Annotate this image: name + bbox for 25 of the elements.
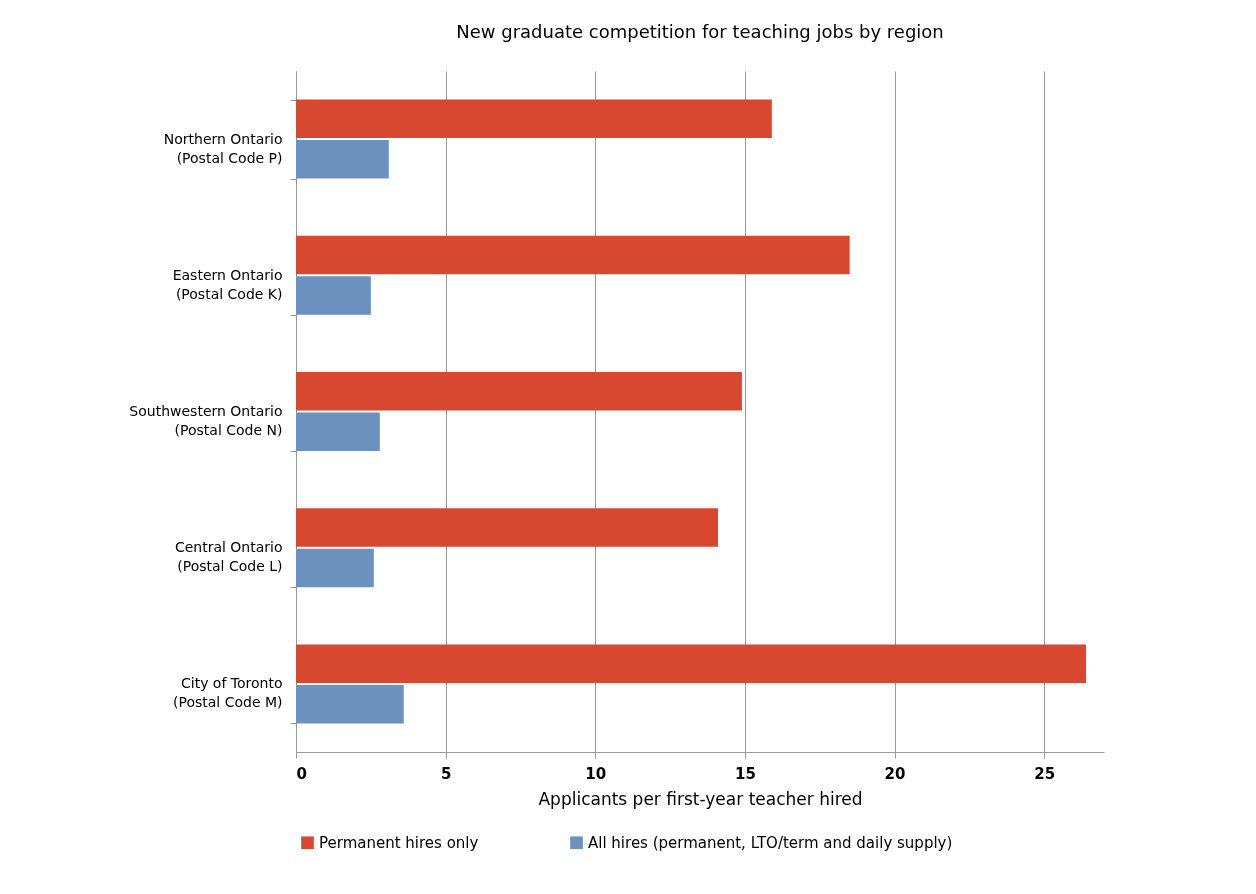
legend-label: All hires (permanent, LTO/term and daily supply)	[588, 833, 953, 852]
x-tick-label: 25	[1034, 764, 1056, 783]
x-tick-label: 20	[884, 764, 906, 783]
bar	[296, 99, 772, 139]
chart-title: New graduate competition for teaching jobs by region	[456, 21, 944, 42]
legend-label: Permanent hires only	[319, 833, 479, 852]
bar	[296, 548, 374, 588]
bar	[296, 140, 389, 179]
y-tick-label: Eastern Ontario (Postal Code K)	[172, 266, 283, 302]
bar	[296, 276, 371, 315]
y-tick-label: Central Ontario (Postal Code L)	[174, 539, 283, 575]
bar	[296, 235, 850, 275]
bar	[296, 684, 404, 724]
x-tick-label: 15	[734, 764, 756, 783]
x-tick-label: 10	[585, 764, 607, 783]
bar	[296, 508, 718, 547]
y-tick-label: Southwestern Ontario (Postal Code N)	[129, 403, 283, 438]
x-tick-label: 5	[440, 764, 452, 783]
bar	[296, 644, 1087, 683]
bar	[296, 412, 380, 451]
y-tick-label: City of Toronto (Postal Code M)	[172, 675, 283, 711]
x-tick-label: 0	[296, 764, 307, 783]
x-axis-title: Applicants per first-year teacher hired	[538, 788, 863, 809]
bar	[296, 372, 742, 411]
y-tick-label: Northern Ontario (Postal Code P)	[163, 130, 283, 166]
